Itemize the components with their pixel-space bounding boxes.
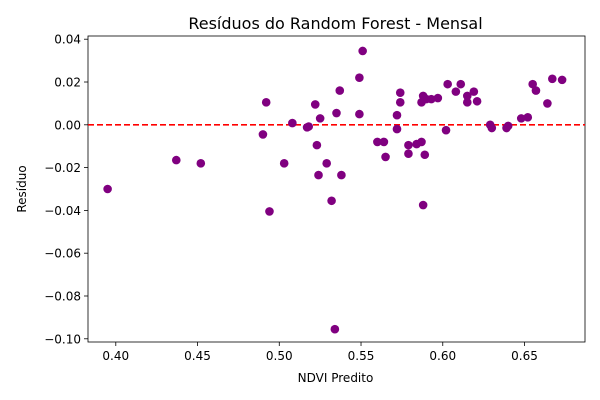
- data-point: [355, 109, 364, 119]
- data-point: [516, 114, 526, 123]
- data-point: [418, 200, 428, 210]
- data-point: [472, 96, 482, 106]
- x-tick-label: 0.40: [102, 349, 129, 363]
- y-tick-label: −0.10: [44, 332, 81, 346]
- data-point: [332, 108, 341, 118]
- data-point: [456, 79, 466, 89]
- data-point: [337, 170, 346, 180]
- y-tick-label: −0.02: [44, 161, 81, 175]
- residual-points: [103, 46, 567, 334]
- data-point: [420, 150, 430, 160]
- data-point: [335, 86, 345, 95]
- data-point: [265, 207, 274, 216]
- data-point: [427, 94, 436, 104]
- data-point: [355, 73, 364, 83]
- data-point: [528, 79, 537, 89]
- data-point: [395, 88, 405, 98]
- data-point: [557, 75, 567, 85]
- data-point: [258, 130, 268, 139]
- data-point: [443, 79, 452, 89]
- data-point: [261, 98, 271, 107]
- data-point: [548, 74, 557, 84]
- data-point: [531, 86, 541, 95]
- data-point: [171, 155, 181, 165]
- data-point: [315, 114, 325, 123]
- y-tick-label: −0.08: [44, 289, 81, 303]
- data-point: [543, 99, 552, 108]
- data-point: [395, 98, 405, 107]
- data-point: [441, 125, 451, 135]
- data-point: [279, 159, 289, 168]
- chart-title: Resíduos do Random Forest - Mensal: [188, 14, 482, 33]
- data-point: [103, 184, 112, 194]
- data-point: [451, 87, 461, 96]
- data-point: [312, 140, 322, 150]
- data-point: [433, 93, 443, 103]
- data-point: [373, 137, 382, 147]
- x-tick-label: 0.60: [429, 349, 456, 363]
- x-tick-label: 0.55: [348, 349, 375, 363]
- data-point: [304, 122, 314, 131]
- data-point: [469, 87, 479, 96]
- data-point: [288, 118, 297, 128]
- y-tick-label: 0.00: [54, 118, 81, 132]
- data-point: [462, 98, 472, 107]
- data-point: [322, 159, 331, 168]
- data-point: [330, 324, 340, 334]
- data-point: [462, 91, 472, 101]
- data-point: [196, 159, 206, 168]
- data-point: [523, 113, 533, 122]
- data-point: [487, 123, 497, 133]
- data-point: [404, 149, 413, 158]
- data-point: [392, 110, 402, 120]
- x-axis: 0.40 0.45 0.50 0.55 0.60 0.65: [102, 342, 538, 363]
- x-tick-label: 0.45: [184, 349, 211, 363]
- x-axis-label: NDVI Predito: [298, 371, 374, 385]
- x-tick-label: 0.50: [266, 349, 293, 363]
- x-tick-label: 0.65: [511, 349, 538, 363]
- y-axis: 0.04 0.02 0.00 −0.02 −0.04 −0.06 −0.08 −0.10: [44, 33, 88, 346]
- data-point: [327, 196, 336, 206]
- data-point: [404, 140, 413, 150]
- data-point: [379, 137, 389, 147]
- data-point: [381, 152, 390, 162]
- y-tick-label: 0.02: [54, 76, 81, 90]
- data-point: [314, 170, 323, 180]
- data-point: [310, 100, 320, 109]
- data-point: [417, 137, 426, 147]
- data-point: [392, 124, 402, 134]
- y-tick-label: −0.06: [44, 247, 81, 261]
- y-axis-label: Resíduo: [15, 165, 29, 212]
- data-point: [503, 121, 513, 131]
- data-point: [358, 46, 367, 56]
- y-tick-label: 0.04: [54, 33, 81, 47]
- y-tick-label: −0.04: [44, 204, 81, 218]
- plot-area-frame: [87, 35, 586, 343]
